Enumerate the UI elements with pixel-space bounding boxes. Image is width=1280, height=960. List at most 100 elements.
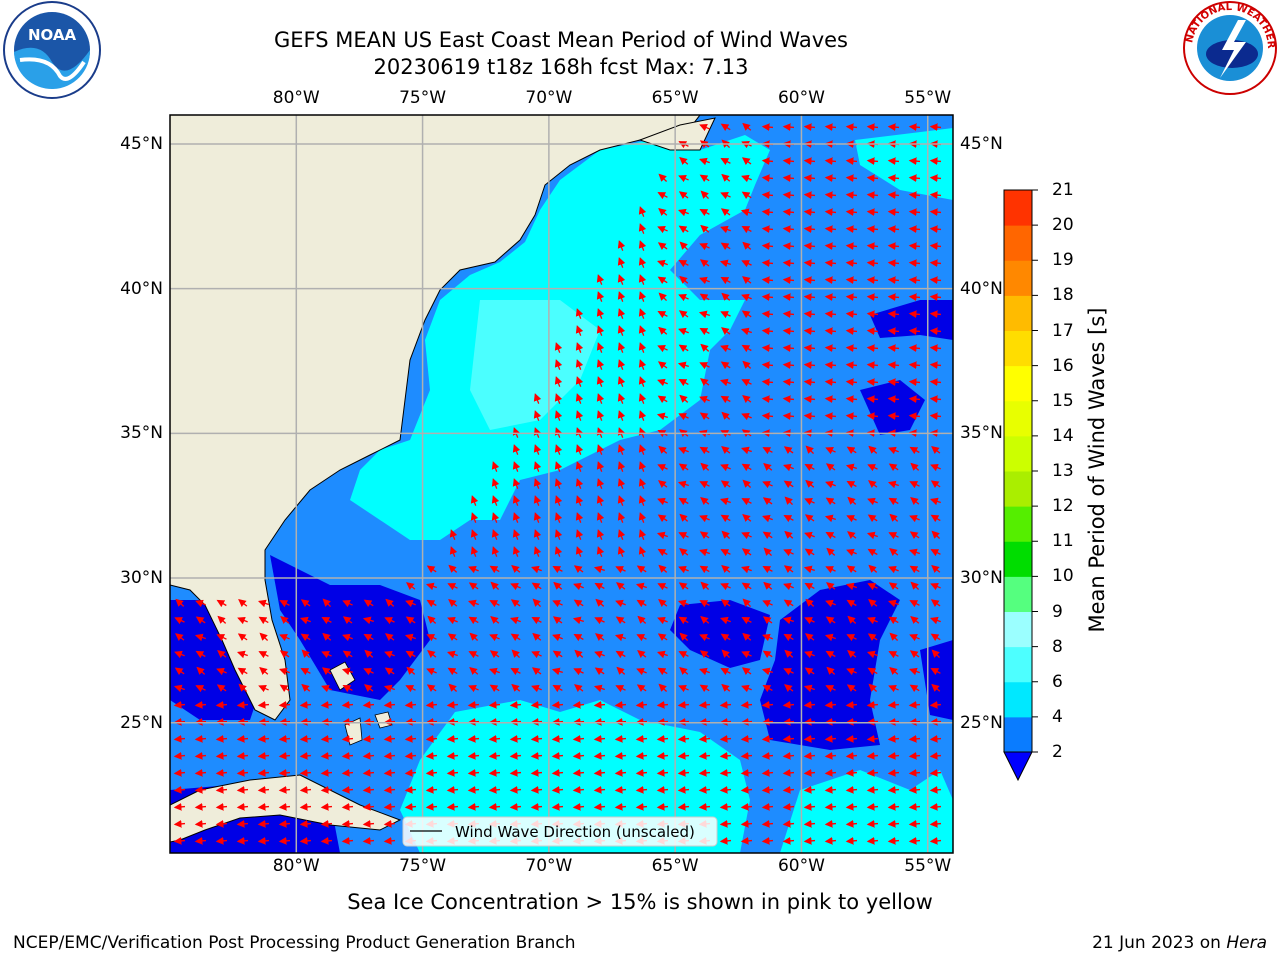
- wave-arrow: [825, 599, 836, 608]
- wave-arrow: [761, 259, 774, 268]
- wave-arrow: [909, 514, 920, 523]
- wave-arrow: [741, 225, 752, 234]
- wave-arrow: [761, 123, 774, 132]
- wave-arrow: [824, 768, 837, 777]
- wave-arrow: [594, 582, 605, 591]
- wave-arrow: [805, 479, 815, 488]
- wave-arrow: [512, 495, 521, 506]
- wave-arrow: [762, 531, 773, 540]
- wave-arrow: [657, 548, 668, 557]
- wave-arrow: [257, 700, 270, 709]
- wave-arrow: [341, 667, 353, 676]
- colorbar-segment: [1004, 190, 1032, 226]
- wave-arrow: [867, 650, 878, 659]
- wave-arrow: [866, 802, 879, 811]
- wave-arrow: [742, 598, 751, 607]
- wave-arrow: [406, 666, 416, 675]
- colorbar-tick-label: 20: [1052, 215, 1074, 236]
- wave-arrow: [783, 668, 794, 676]
- wave-arrow: [449, 546, 458, 557]
- wave-arrow: [596, 512, 605, 523]
- wave-arrow: [510, 633, 521, 642]
- wave-arrow: [761, 378, 774, 387]
- wave-arrow: [530, 785, 543, 794]
- colorbar-tick-label: 12: [1052, 496, 1074, 517]
- wave-arrow: [636, 684, 647, 693]
- wave-arrow: [909, 565, 920, 574]
- wave-arrow: [888, 497, 899, 506]
- wave-arrow: [194, 633, 206, 642]
- wave-arrow: [742, 276, 752, 284]
- wave-arrow: [467, 785, 480, 794]
- wave-arrow: [635, 734, 648, 743]
- wave-arrow: [678, 191, 689, 200]
- lon-tick-bottom: 55°W: [904, 856, 952, 876]
- wave-arrow: [846, 446, 857, 455]
- wave-arrow: [322, 598, 331, 607]
- wave-arrow: [593, 700, 606, 709]
- wave-arrow: [826, 547, 836, 556]
- colorbar-extend: [1003, 751, 1033, 782]
- wave-arrow: [803, 293, 816, 302]
- wave-arrow: [867, 548, 878, 557]
- wave-arrow: [215, 768, 228, 777]
- wave-arrow: [638, 240, 647, 251]
- wave-arrow: [888, 463, 899, 472]
- wave-arrow: [594, 650, 605, 659]
- wave-arrow: [467, 768, 480, 777]
- wave-arrow: [845, 412, 858, 421]
- wave-arrow: [908, 734, 921, 743]
- wave-arrow: [845, 582, 857, 591]
- wave-arrow: [678, 260, 689, 268]
- wave-arrow: [530, 751, 543, 760]
- wave-arrow: [803, 361, 816, 370]
- wave-arrow: [320, 734, 333, 743]
- wave-arrow: [593, 785, 606, 794]
- wave-arrow: [322, 632, 332, 641]
- wave-arrow: [720, 599, 731, 608]
- wave-arrow: [596, 444, 605, 455]
- wave-arrow: [699, 327, 710, 336]
- wave-arrow: [866, 225, 879, 234]
- wave-arrow: [867, 464, 878, 472]
- wave-arrow: [572, 700, 585, 709]
- wave-arrow: [596, 342, 605, 353]
- wave-arrow: [909, 548, 920, 557]
- wave-arrow: [299, 819, 312, 828]
- wave-arrow: [930, 599, 941, 608]
- wave-arrow: [596, 546, 605, 557]
- wave-arrow: [510, 616, 521, 625]
- wave-arrow: [446, 802, 459, 811]
- colorbar-tick-label: 8: [1052, 636, 1063, 657]
- wave-arrow: [742, 122, 752, 131]
- wave-arrow: [699, 362, 710, 370]
- wave-arrow: [782, 785, 795, 794]
- wave-arrow: [803, 734, 816, 743]
- wave-arrow: [845, 191, 858, 200]
- wave-arrow: [824, 327, 837, 336]
- wave-arrow: [824, 242, 837, 251]
- wave-arrow: [489, 684, 500, 693]
- colorbar-segment: [1004, 506, 1032, 542]
- wave-arrow: [279, 600, 290, 608]
- wave-arrow: [824, 293, 837, 302]
- legend-label: Wind Wave Direction (unscaled): [455, 823, 695, 841]
- wave-arrow: [887, 836, 900, 845]
- wave-arrow: [824, 514, 836, 523]
- wave-arrow: [657, 583, 668, 591]
- wave-arrow: [762, 600, 773, 608]
- wave-arrow: [426, 565, 437, 574]
- wave-arrow: [845, 293, 858, 302]
- wave-arrow: [825, 463, 836, 472]
- wave-arrow: [470, 512, 479, 523]
- wave-arrow: [342, 633, 353, 642]
- wave-arrow: [551, 751, 564, 760]
- wave-arrow: [658, 445, 668, 454]
- wave-arrow: [740, 768, 753, 777]
- wave-arrow: [804, 617, 815, 625]
- wave-arrow: [575, 495, 584, 506]
- wave-arrow: [908, 293, 921, 302]
- wave-arrow: [720, 208, 731, 217]
- wave-arrow: [594, 667, 605, 676]
- wave-arrow: [573, 668, 584, 676]
